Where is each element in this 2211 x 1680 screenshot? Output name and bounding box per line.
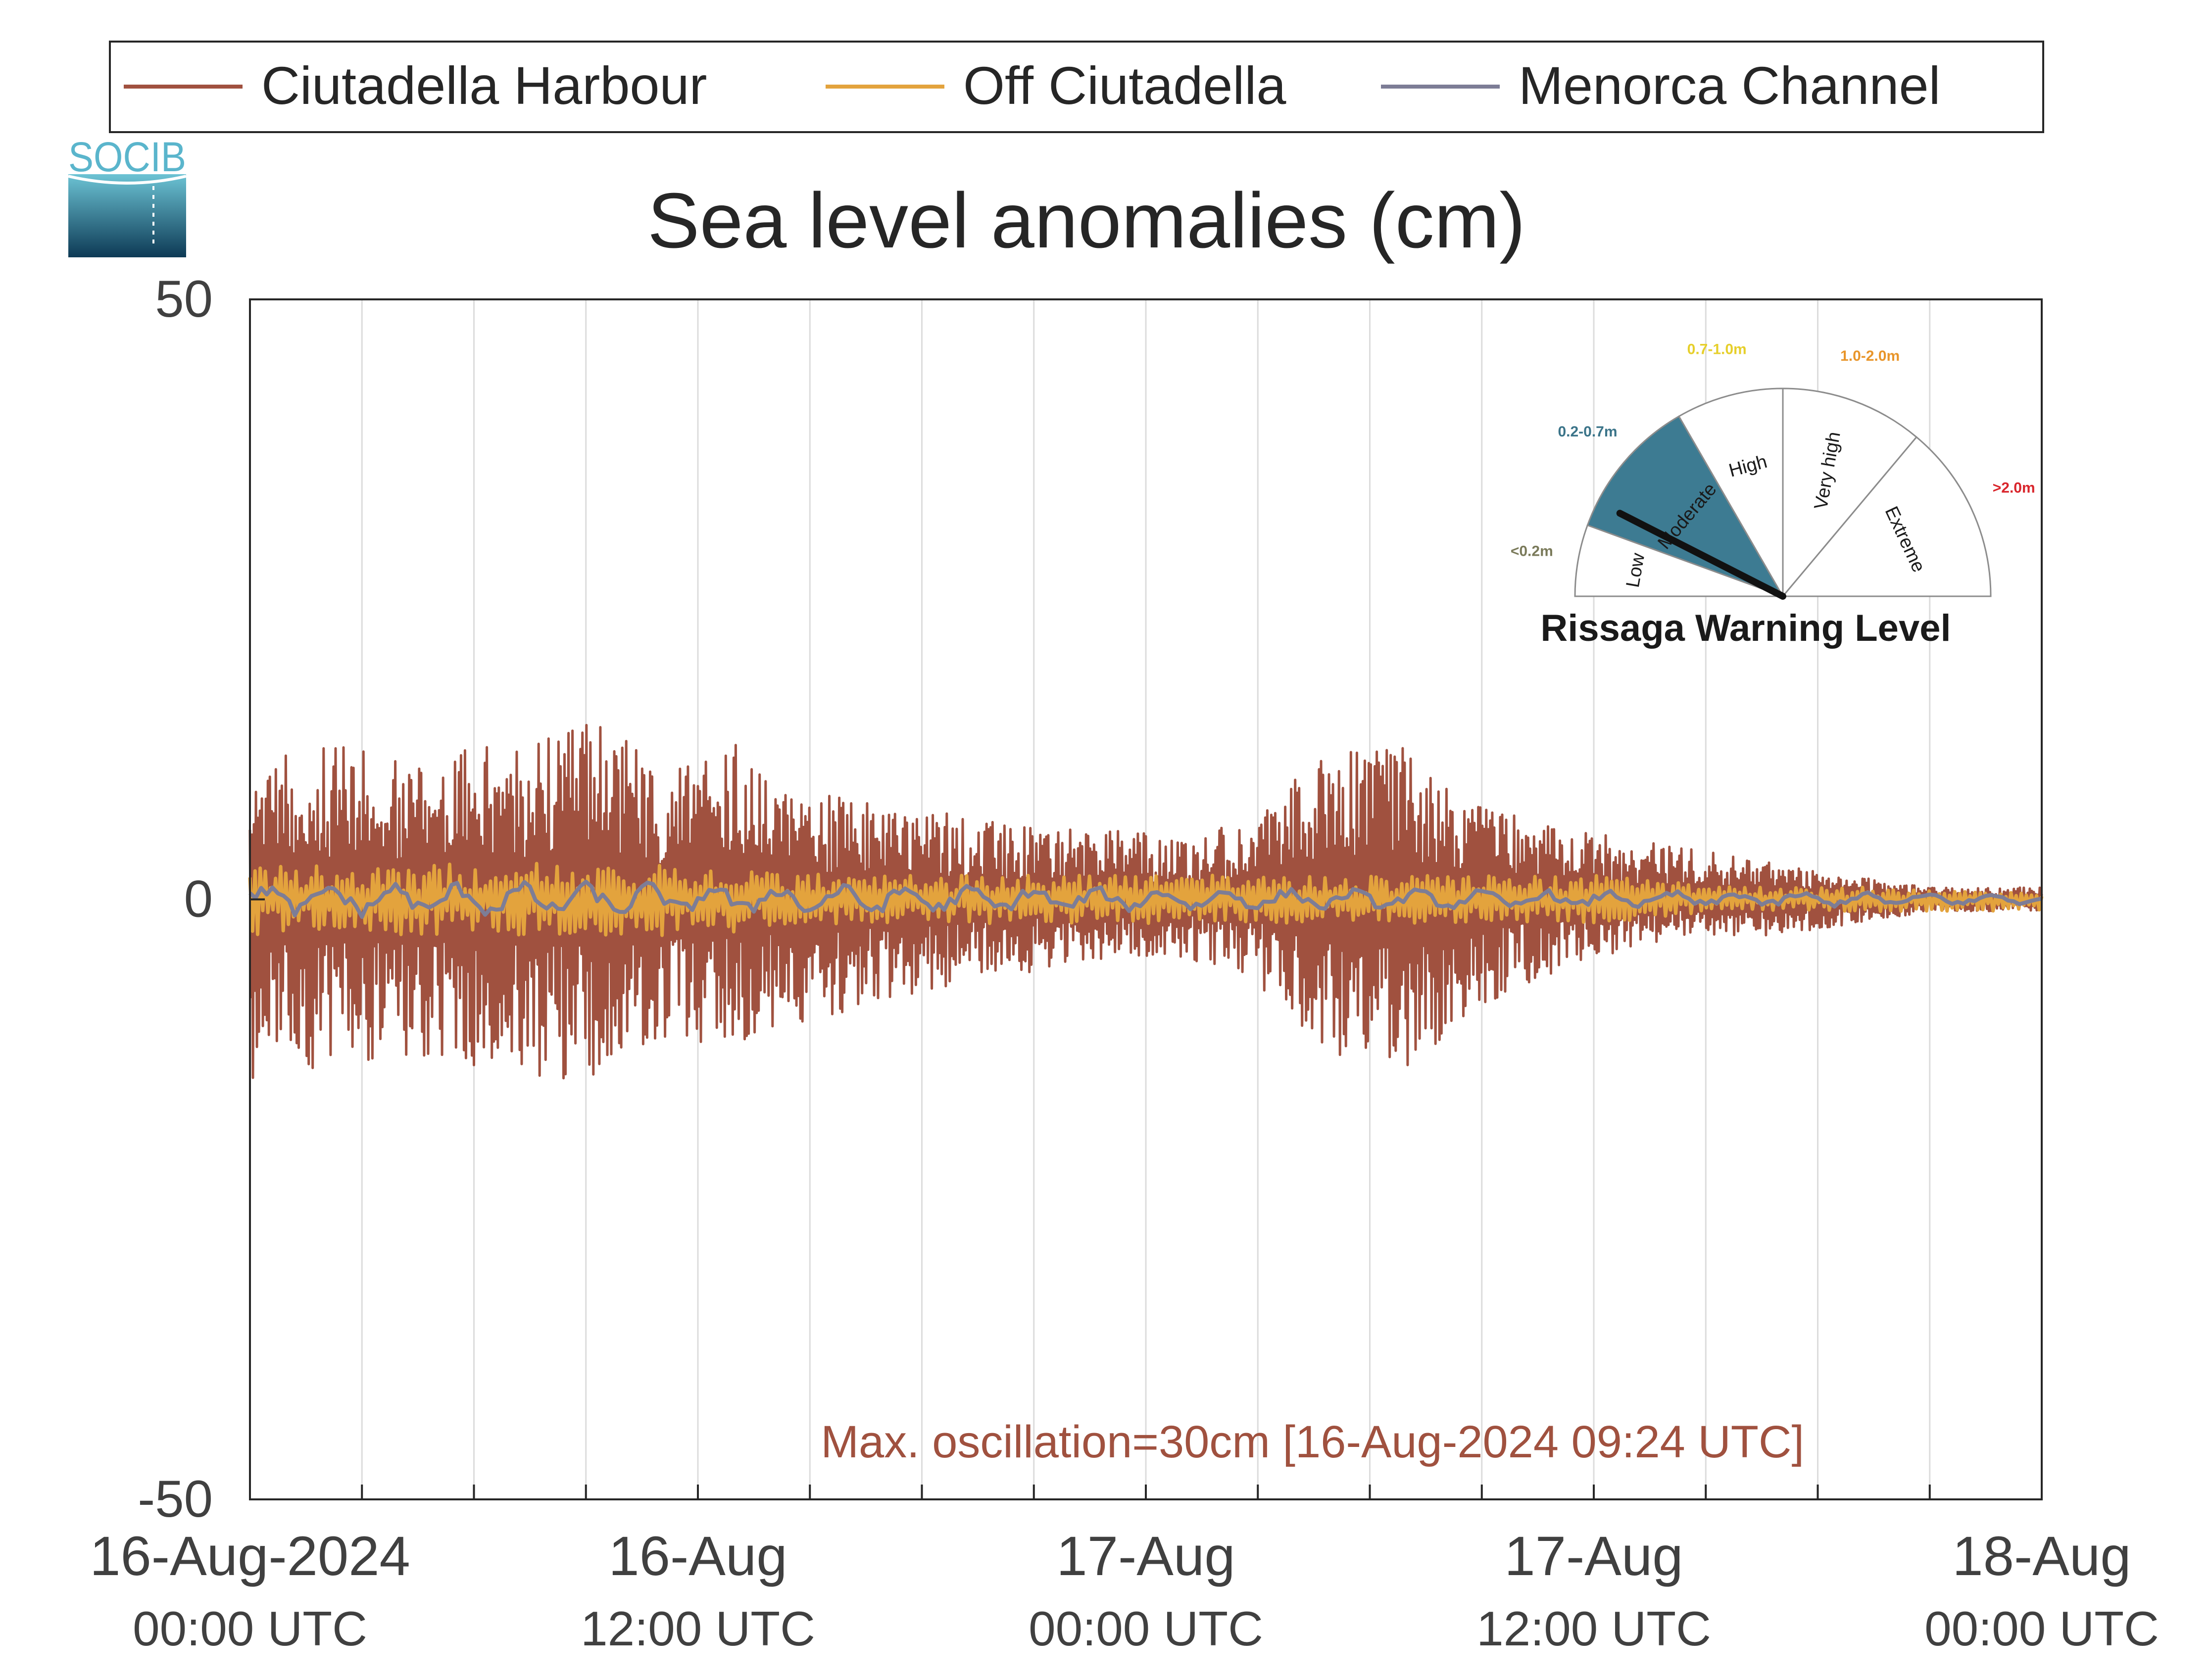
legend-label: Off Ciutadella xyxy=(963,55,1286,115)
x-tick-label-time: 00:00 UTC xyxy=(1924,1601,2159,1656)
series-line xyxy=(248,879,2042,919)
gauge-sector xyxy=(1677,387,1784,599)
x-tick-label-time: 00:00 UTC xyxy=(1029,1601,1263,1656)
legend-label: Menorca Channel xyxy=(1519,55,1941,115)
logo-wave xyxy=(68,175,187,185)
rissaga-warning-gauge: Low<0.2m Moderate0.2-0.7mHigh0.7-1.0mVery… xyxy=(1511,341,2035,649)
gauge-sector xyxy=(1781,436,1992,597)
gauge-sector xyxy=(1586,415,1785,598)
y-tick-label: -50 xyxy=(138,1470,213,1528)
y-axis-tick-labels: 50 0 -50 xyxy=(138,270,213,1528)
x-tick-label-date: 17-Aug xyxy=(1504,1525,1683,1587)
y-tick-label: 50 xyxy=(155,270,213,328)
y-tick-label: 0 xyxy=(184,870,213,928)
legend-label: Ciutadella Harbour xyxy=(261,55,707,115)
x-tick-label-time: 00:00 UTC xyxy=(133,1601,367,1656)
x-tick-label-date: 17-Aug xyxy=(1056,1525,1235,1587)
legend-entries: Ciutadella Harbour Off Ciutadella Menorca … xyxy=(124,55,1941,115)
legend-box xyxy=(109,41,2044,133)
gauge-range-label: 1.0-2.0m xyxy=(1840,348,1900,364)
socib-logo: SOCIB xyxy=(68,134,187,257)
gauge-sector xyxy=(1574,524,1783,597)
logo-text: SOCIB xyxy=(68,134,186,180)
series-line xyxy=(248,723,2043,1080)
gauge-sector xyxy=(1782,387,1918,599)
x-tick-label-date: 16-Aug-2024 xyxy=(90,1525,410,1587)
x-tick-label-time: 12:00 UTC xyxy=(1476,1601,1711,1656)
gauge-range-label: >2.0m xyxy=(1993,480,2035,496)
gauge-range-label: <0.2m xyxy=(1511,543,1553,560)
max-oscillation-annotation: Max. oscillation=30cm [16-Aug-2024 09:24… xyxy=(821,1417,1804,1467)
series-layer xyxy=(248,723,2044,1080)
axis-ticks xyxy=(250,298,1931,1500)
x-tick-label-date: 18-Aug xyxy=(1952,1525,2131,1587)
x-tick-label-date: 16-Aug xyxy=(608,1525,787,1587)
gauge-range-label: 0.2-0.7m xyxy=(1558,424,1617,440)
gauge-needle xyxy=(1616,510,1786,600)
legend: Ciutadella Harbour Off Ciutadella Menorca … xyxy=(109,41,2044,133)
logo-block xyxy=(68,174,186,257)
gauge-title: Rissaga Warning Level xyxy=(1540,607,1951,649)
x-tick-label-time: 12:00 UTC xyxy=(581,1601,815,1656)
chart-title: Sea level anomalies (cm) xyxy=(647,177,1525,264)
x-axis-tick-labels: 16-Aug-2024 00:00 UTC 16-Aug 12:00 UTC 17-Au… xyxy=(90,1525,2159,1656)
gauge-range-label: 0.7-1.0m xyxy=(1687,341,1747,357)
